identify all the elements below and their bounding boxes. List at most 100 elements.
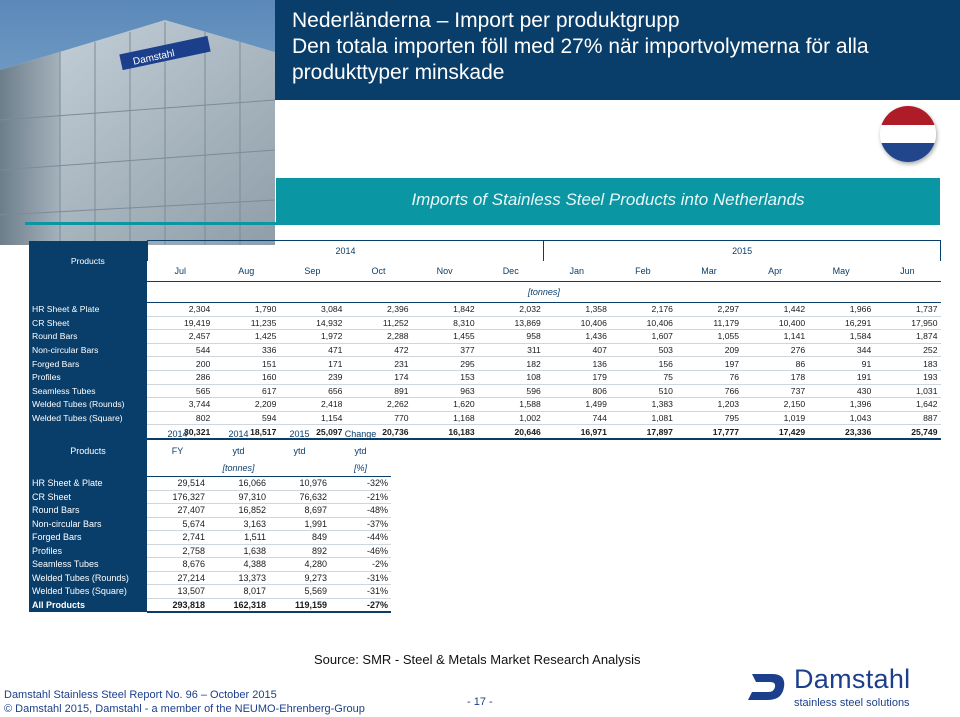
summary-row: Non-circular Bars 5,674 3,163 1,991 -37% [29, 517, 391, 531]
table-cell: 11,235 [213, 316, 280, 331]
table-row: HR Sheet & Plate 2,304 1,790 3,084 2,396 1,84… [29, 302, 941, 317]
summary-total-cell: 293,818 [147, 598, 208, 613]
row-label: Profiles [29, 370, 148, 385]
total-cell: 17,897 [609, 424, 676, 440]
summary-table: 2014 2014 2015 Change Products FY ytd yt… [29, 425, 391, 613]
summary-cell: 13,373 [208, 571, 269, 585]
summary-row: HR Sheet & Plate 29,514 16,066 10,976 -32% [29, 476, 391, 491]
row-label: Welded Tubes (Rounds) [29, 397, 148, 412]
summary-row-label: HR Sheet & Plate [29, 476, 147, 490]
month-header: Apr [742, 261, 809, 282]
year-2015-header: 2015 [543, 240, 941, 261]
table-cell: 1,383 [609, 397, 676, 412]
summary-cell: 8,017 [208, 584, 269, 599]
table-cell: 1,154 [279, 411, 346, 426]
table-cell: 2,176 [609, 302, 676, 317]
table-cell: 1,620 [411, 397, 478, 412]
table-cell: 1,607 [609, 329, 676, 344]
table-row: Seamless Tubes 565 617 656 891 963 596 806 510 76… [29, 384, 941, 399]
summary-total-row: All Products 293,818 162,318 119,159 -27% [29, 598, 391, 613]
table-cell: 1,203 [675, 397, 743, 412]
table-cell: 430 [808, 384, 875, 399]
netherlands-flag-icon [880, 106, 936, 162]
month-header: Jan [543, 261, 610, 282]
table-cell: 806 [543, 384, 610, 399]
summary-cell: 1,991 [269, 517, 330, 531]
total-row: All Products30,32118,51725,09720,73616,1… [29, 424, 941, 440]
table-cell: 86 [742, 356, 809, 371]
table-cell: 737 [742, 384, 809, 399]
table-cell: 76 [675, 370, 743, 385]
table-cell: 136 [543, 356, 610, 371]
summary-row-label: Round Bars [29, 503, 147, 517]
table-cell: 200 [147, 356, 214, 371]
table-cell: 2,418 [279, 397, 346, 412]
table-cell: 1,499 [543, 397, 610, 412]
table-cell: 510 [609, 384, 676, 399]
total-cell: 16,971 [543, 424, 610, 440]
table-cell: 160 [213, 370, 280, 385]
summary-products-header: Products [29, 442, 147, 459]
total-cell: 17,429 [742, 424, 809, 440]
summary-cell: 5,674 [147, 517, 208, 531]
table-cell: 1,081 [609, 411, 676, 426]
table-cell: 8,310 [411, 316, 478, 331]
table-cell: 153 [411, 370, 478, 385]
summary-year-row: 2014 2014 2015 Change [29, 425, 391, 442]
footer-report: Damstahl Stainless Steel Report No. 96 –… [4, 689, 277, 701]
month-header: Feb [609, 261, 676, 282]
summary-cell: 176,327 [147, 490, 208, 504]
table-row: Welded Tubes (Square) 802 594 1,154 770 1,168… [29, 411, 941, 426]
summary-col-sub-3: ytd [293, 445, 306, 456]
month-header: Nov [411, 261, 478, 282]
summary-cell: 13,507 [147, 584, 208, 599]
summary-row-label: Profiles [29, 544, 147, 558]
summary-cell: -2% [330, 557, 391, 572]
summary-row: Welded Tubes (Rounds) 27,214 13,373 9,273 -3… [29, 571, 391, 585]
total-cell: 23,336 [808, 424, 875, 440]
table-cell: 1,455 [411, 329, 478, 344]
summary-row: CR Sheet 176,327 97,310 76,632 -21% [29, 490, 391, 504]
total-cell: 25,749 [874, 424, 941, 440]
divider [25, 222, 940, 225]
table-cell: 1,436 [543, 329, 610, 344]
table-cell: 3,744 [147, 397, 214, 412]
summary-cell: 2,758 [147, 544, 208, 558]
summary-cell: 4,388 [208, 557, 269, 572]
total-cell: 18,517 [213, 424, 280, 440]
table-row: Round Bars 2,457 1,425 1,972 2,288 1,455 958 1,… [29, 329, 941, 344]
summary-cell: 9,273 [269, 571, 330, 585]
summary-cell: 1,638 [208, 544, 269, 558]
table-cell: 958 [477, 329, 544, 344]
summary-cell: -46% [330, 544, 391, 558]
table-cell: 2,304 [147, 302, 214, 317]
table-row: Profiles 286 160 239 174 153 108 179 75 76 178 191 1… [29, 370, 941, 385]
table-cell: 656 [279, 384, 346, 399]
summary-row: Profiles 2,758 1,638 892 -46% [29, 544, 391, 558]
table-cell: 311 [477, 343, 544, 358]
summary-cell: 29,514 [147, 476, 208, 491]
summary-cell: -32% [330, 476, 391, 491]
footer-copyright: © Damstahl 2015, Damstahl - a member of … [4, 703, 365, 715]
table-cell: 193 [874, 370, 941, 385]
month-header: Sep [279, 261, 346, 282]
summary-cell: 8,697 [269, 503, 330, 518]
table-cell: 75 [609, 370, 676, 385]
table-cell: 887 [874, 411, 941, 426]
table-cell: 197 [675, 356, 743, 371]
table-cell: 108 [477, 370, 544, 385]
total-cell: 25,097 [279, 424, 346, 440]
table-cell: 17,950 [874, 316, 941, 331]
table-cell: 239 [279, 370, 346, 385]
table-cell: 10,400 [742, 316, 809, 331]
table-cell: 407 [543, 343, 610, 358]
table-cell: 377 [411, 343, 478, 358]
table-cell: 14,932 [279, 316, 346, 331]
table-cell: 1,019 [742, 411, 809, 426]
page-title: Nederländerna – Import per produktgrupp … [292, 8, 932, 86]
table-cell: 1,966 [808, 302, 875, 317]
summary-cell: 97,310 [208, 490, 269, 504]
table-cell: 156 [609, 356, 676, 371]
table-cell: 10,406 [543, 316, 610, 331]
month-header: Jun [874, 261, 941, 282]
